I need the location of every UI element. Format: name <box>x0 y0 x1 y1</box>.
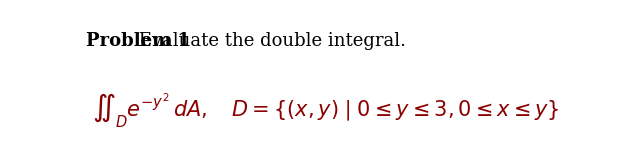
Text: Evaluate the double integral.: Evaluate the double integral. <box>133 32 406 50</box>
Text: $\iint_{D} e^{-y^{2}}\,dA, \quad D = \{(x, y)\mid 0 \leq y \leq 3, 0 \leq x \leq: $\iint_{D} e^{-y^{2}}\,dA, \quad D = \{(… <box>92 91 560 130</box>
Text: Problem 1: Problem 1 <box>86 32 190 50</box>
